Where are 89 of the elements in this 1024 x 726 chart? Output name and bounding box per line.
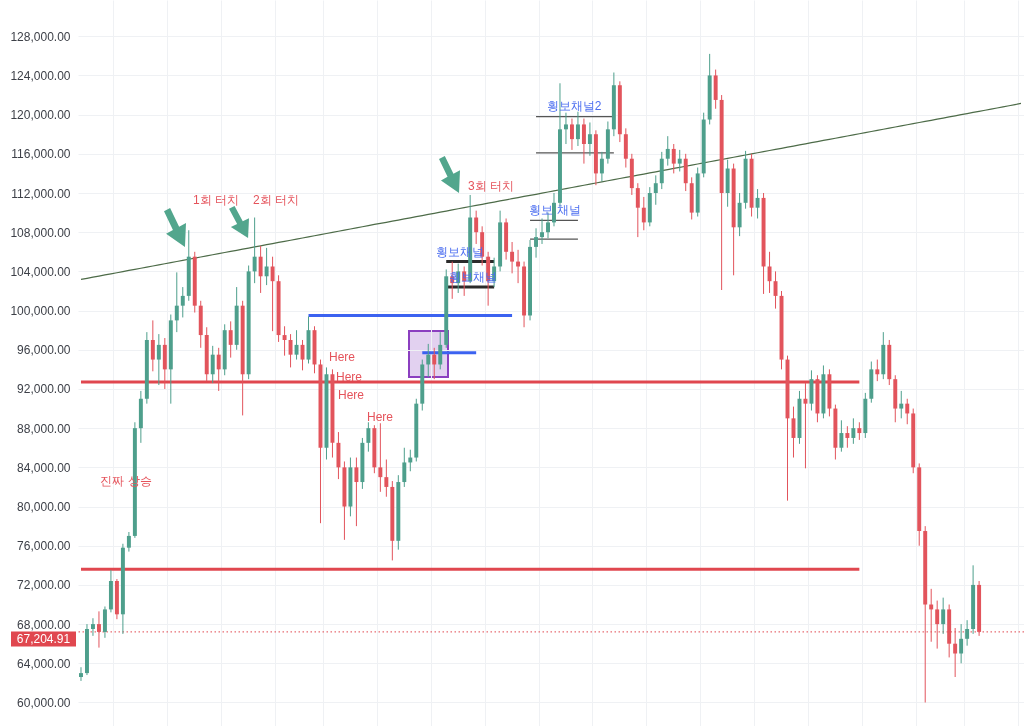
candlestick — [288, 333, 293, 368]
candlestick — [432, 347, 437, 380]
candlestick — [174, 271, 179, 333]
y-tick-label: 92,000.00 — [17, 382, 71, 397]
y-tick-label: 84,000.00 — [17, 460, 71, 475]
candlestick — [599, 151, 604, 182]
candlestick — [252, 217, 257, 284]
candlestick — [563, 112, 568, 145]
y-tick-label: 124,000.00 — [10, 68, 71, 83]
candlestick — [581, 118, 586, 165]
candlestick — [569, 118, 574, 151]
y-tick-label: 68,000.00 — [17, 617, 71, 632]
candlestick — [845, 425, 850, 449]
candlestick — [294, 329, 299, 361]
candlestick — [965, 619, 970, 647]
candlestick — [552, 192, 556, 227]
y-tick-label: 80,000.00 — [17, 500, 71, 515]
candlestick — [354, 457, 359, 527]
y-tick-label: 96,000.00 — [17, 343, 71, 358]
annotation: 2회 터치 — [252, 193, 300, 207]
candlestick — [767, 251, 772, 294]
annotation: 횡보채널2 — [546, 99, 602, 113]
y-tick-label: 72,000.00 — [17, 578, 71, 593]
y-tick-label: 76,000.00 — [17, 539, 71, 554]
candlestick — [180, 286, 185, 318]
candlestick — [665, 135, 670, 167]
annotation: Here — [335, 370, 363, 384]
candlestick — [126, 531, 131, 553]
y-tick-label: 104,000.00 — [10, 264, 71, 279]
candlestick — [959, 623, 964, 664]
y-tick-label: 112,000.00 — [11, 186, 71, 201]
annotation: Here — [328, 350, 356, 364]
annotation: 1회 터치 — [192, 193, 240, 207]
candlestick — [575, 111, 580, 147]
candlestick — [905, 398, 910, 425]
candlestick — [677, 149, 682, 172]
y-tick-label: 120,000.00 — [10, 108, 71, 123]
candlestick — [773, 270, 778, 310]
candlestick — [653, 174, 658, 206]
candlestick — [216, 347, 221, 392]
candlestick — [90, 617, 95, 637]
candlestick — [378, 422, 383, 493]
candlestick — [899, 390, 904, 419]
ref-line-label: 67,204.91 — [16, 631, 71, 646]
candlestick — [935, 600, 940, 650]
candlestick — [510, 241, 515, 274]
candlestick — [264, 247, 269, 286]
y-tick-label: 60,000.00 — [17, 695, 71, 710]
candlestick — [474, 210, 479, 245]
candlestick — [228, 320, 233, 359]
candlestick — [635, 182, 640, 238]
line-series — [80, 102, 1022, 281]
candlestick — [270, 256, 275, 332]
candlestick — [384, 459, 389, 498]
candlestick — [755, 188, 760, 219]
candlestick — [300, 339, 305, 371]
candlestick — [402, 447, 407, 488]
candlestick — [941, 597, 946, 635]
candlestick — [671, 143, 676, 174]
candlestick — [258, 245, 263, 294]
candlestick — [641, 196, 646, 231]
annotation: Here — [366, 410, 394, 424]
candlestick — [366, 421, 371, 453]
y-tick-label: 128,000.00 — [10, 29, 71, 44]
candlestick — [102, 605, 107, 639]
candlestick — [79, 666, 83, 682]
y-tick-label: 100,000.00 — [10, 304, 71, 319]
annotation: Here — [337, 388, 365, 402]
candlestick — [875, 359, 880, 382]
candlestick — [96, 610, 101, 649]
y-tick-label: 88,000.00 — [17, 421, 71, 436]
y-tick-label: 116,000.00 — [11, 147, 71, 162]
y-tick-label: 64,000.00 — [17, 656, 71, 671]
candlestick — [282, 325, 287, 357]
candlestick — [534, 227, 539, 259]
candlestick — [438, 331, 443, 370]
candlestick — [210, 345, 215, 384]
candlestick — [156, 333, 161, 386]
candlestick — [803, 382, 808, 469]
y-tick-label: 108,000.00 — [10, 225, 71, 240]
candlestick — [540, 217, 544, 245]
candlestick — [953, 627, 958, 678]
candlestick — [587, 121, 592, 157]
candlestick — [851, 417, 856, 445]
annotation: 횡보 채널 — [529, 203, 581, 217]
candlestick — [426, 343, 431, 378]
candlestick — [150, 319, 155, 372]
annotation: 3회 터치 — [467, 179, 515, 193]
candlestick — [839, 419, 844, 453]
